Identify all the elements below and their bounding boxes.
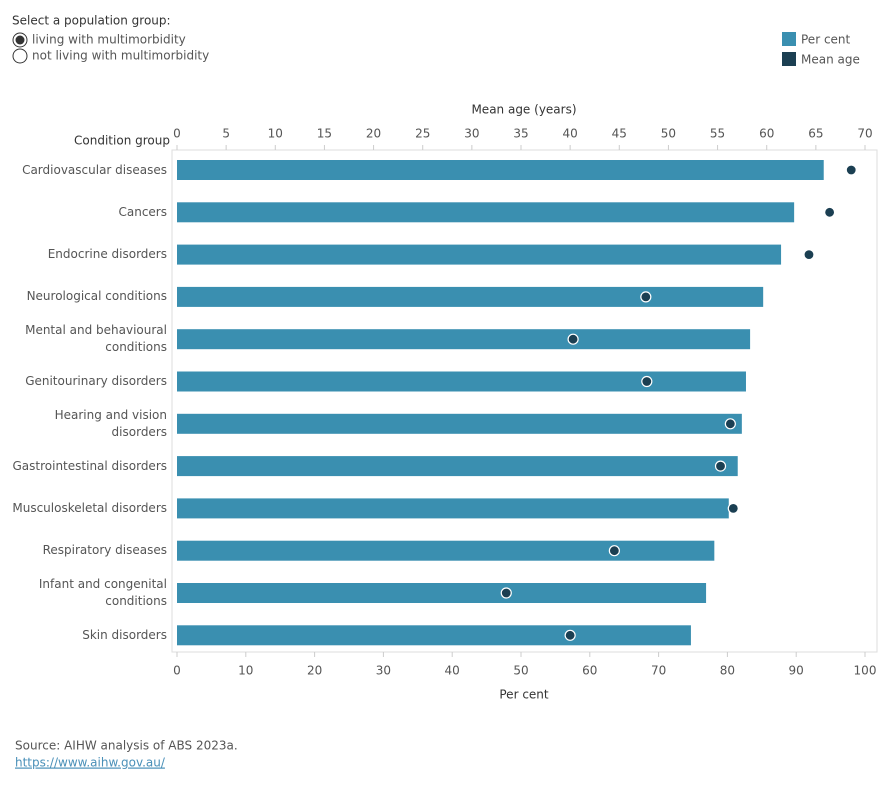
x2-tick-label: 50	[661, 127, 676, 141]
mean-age-dot	[641, 375, 653, 388]
mean-age-dot	[845, 164, 857, 176]
x2-tick-label: 20	[366, 127, 381, 141]
mean-age-dot	[714, 460, 727, 472]
x2-tick-label: 10	[268, 127, 283, 141]
x2-tick-label: 15	[317, 127, 332, 141]
bar	[177, 286, 764, 307]
category-label: Musculoskeletal disorders	[12, 500, 167, 515]
x2-tick-label: 60	[759, 127, 774, 141]
mean-age-dot	[500, 587, 512, 599]
x-tick-label: 30	[376, 664, 391, 678]
bar	[177, 371, 746, 392]
legend-swatch	[782, 32, 796, 46]
mean-age-dot	[567, 333, 579, 345]
x2-tick-label: 70	[857, 127, 872, 141]
mean-age-dot	[640, 291, 652, 303]
legend-swatch	[782, 52, 796, 66]
bar	[177, 413, 742, 434]
legend-label: Per cent	[801, 33, 851, 47]
x-tick-label: 90	[789, 664, 804, 678]
category-axis-title: Condition group	[74, 134, 170, 148]
control-label: Select a population group:	[12, 14, 171, 28]
x-tick-label: 10	[238, 664, 253, 678]
mean-age-dot	[724, 418, 736, 430]
radio-label[interactable]: living with multimorbidity	[32, 33, 186, 47]
category-label: Respiratory diseases	[42, 543, 167, 558]
x-tick-label: 0	[173, 664, 181, 678]
x-tick-label: 100	[854, 664, 877, 678]
bar	[177, 625, 691, 646]
x2-tick-label: 40	[563, 127, 578, 141]
mean-age-dot	[824, 206, 836, 218]
category-label: Hearing and vision disorders	[54, 407, 167, 439]
mean-age-dot	[727, 502, 739, 514]
bar	[177, 540, 715, 561]
x2-tick-label: 65	[808, 127, 823, 141]
x-tick-label: 20	[307, 664, 322, 678]
radio-dot	[15, 35, 25, 45]
legend-label: Mean age	[801, 53, 860, 67]
category-label: Mental and behavioural conditions	[25, 323, 167, 355]
category-label: Cancers	[118, 204, 167, 219]
x2-tick-label: 35	[513, 127, 528, 141]
radio-label[interactable]: not living with multimorbidity	[32, 49, 209, 63]
x2-axis-title: Mean age (years)	[471, 103, 576, 117]
bar	[177, 329, 751, 350]
category-label: Skin disorders	[82, 627, 167, 642]
category-label: Endocrine disorders	[47, 247, 167, 262]
x-tick-label: 70	[651, 664, 666, 678]
mean-age-dot	[803, 249, 815, 261]
x-axis-title: Per cent	[499, 688, 549, 702]
bar	[177, 244, 782, 265]
x-tick-label: 60	[582, 664, 597, 678]
category-label: Genitourinary disorders	[25, 374, 167, 388]
x2-tick-label: 45	[612, 127, 627, 141]
category-label: Neurological conditions	[26, 289, 167, 304]
category-label: Gastrointestinal disorders	[12, 458, 168, 473]
plot-frame	[171, 149, 878, 653]
x-tick-label: 80	[720, 664, 735, 678]
x2-tick-label: 55	[710, 127, 725, 141]
mean-age-dot	[608, 545, 620, 557]
x-tick-label: 50	[513, 664, 528, 678]
source: Source: AIHW analysis of ABS 2023a.	[15, 739, 238, 753]
mean-age-dot	[564, 629, 576, 641]
category-label: Infant and congenital conditions	[38, 577, 167, 608]
x2-tick-label: 5	[222, 127, 230, 141]
x2-tick-label: 0	[173, 127, 181, 141]
category-label: Cardiovascular diseases	[22, 162, 167, 177]
x2-tick-label: 25	[415, 127, 430, 141]
bar	[177, 202, 795, 223]
bar	[177, 498, 729, 519]
source-link[interactable]: https://www.aihw.gov.au/	[15, 756, 166, 770]
bar	[177, 456, 738, 477]
bar	[177, 160, 824, 180]
radio[interactable]	[12, 48, 28, 64]
x2-tick-label: 30	[464, 127, 479, 141]
bar	[177, 583, 707, 603]
x-tick-label: 40	[445, 664, 460, 678]
